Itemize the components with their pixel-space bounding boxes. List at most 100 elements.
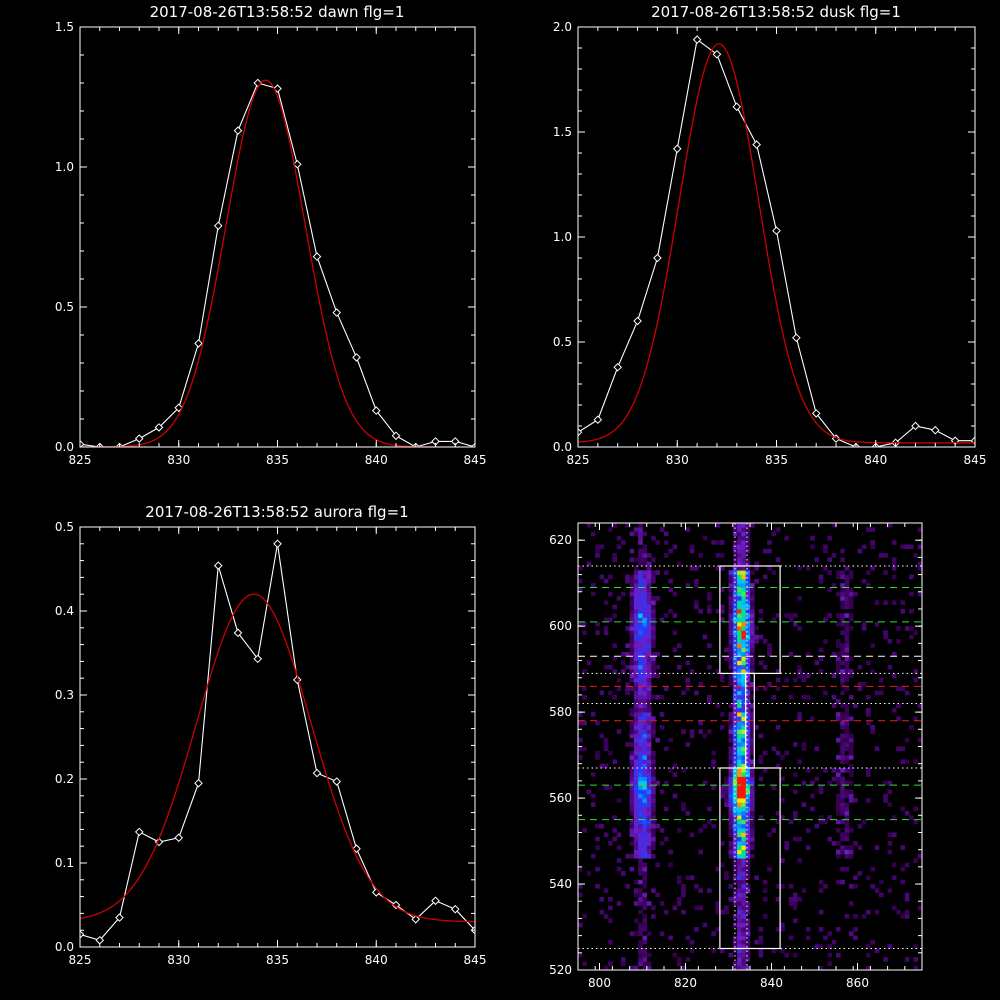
- heatmap-cell: [616, 686, 622, 691]
- heatmap-cell: [788, 935, 794, 941]
- heatmap-cell: [633, 527, 639, 532]
- heatmap-cell: [767, 866, 772, 872]
- heatmap-cell: [741, 776, 746, 782]
- heatmap-cell: [844, 828, 850, 833]
- heatmap-cell: [638, 660, 643, 666]
- heatmap-cell: [814, 823, 820, 829]
- heatmap-cell: [694, 927, 699, 932]
- heatmap-overlays: [578, 523, 922, 970]
- heatmap-cell: [741, 901, 746, 906]
- heatmap-cell: [732, 699, 738, 704]
- heatmap-cell: [762, 767, 768, 773]
- heatmap-cell: [668, 548, 673, 554]
- heatmap-cell: [754, 565, 759, 571]
- heatmap-cell: [685, 660, 691, 666]
- heatmap-cell: [840, 682, 845, 687]
- heatmap-cell: [638, 600, 643, 605]
- heatmap-cell: [728, 845, 734, 850]
- heatmap-cell: [578, 621, 583, 627]
- heatmap-cell: [737, 725, 742, 730]
- heatmap-cell: [651, 669, 656, 674]
- heatmap-cell: [844, 767, 850, 773]
- heatmap-cell: [737, 965, 742, 971]
- heatmap-cell: [741, 750, 746, 756]
- heatmap-cell: [823, 819, 828, 825]
- heatmap-cell: [603, 965, 609, 971]
- heatmap-cell: [595, 544, 600, 550]
- heatmap-cell: [741, 574, 746, 580]
- heatmap-cell: [728, 643, 734, 648]
- heatmap-cell: [788, 884, 794, 889]
- aurora-ytick-label: 0.1: [55, 856, 74, 870]
- heatmap-cell: [758, 935, 764, 941]
- heatmap-cell: [638, 694, 643, 700]
- dusk-data-point: [930, 425, 940, 435]
- heatmap-cell: [775, 557, 781, 562]
- heatmap-cell: [612, 553, 617, 558]
- heatmap-cell: [732, 531, 738, 537]
- heatmap-cell: [603, 785, 609, 790]
- heatmap-cell: [754, 875, 759, 881]
- heatmap-cell: [608, 750, 613, 756]
- heatmap-cell: [651, 630, 656, 636]
- heatmap-cell: [711, 785, 716, 790]
- heatmap-cell: [642, 832, 648, 838]
- heatmap-cell: [745, 600, 751, 605]
- heatmap-cell: [750, 608, 755, 614]
- heatmap-cell: [750, 639, 755, 644]
- heatmap-cell: [848, 772, 854, 777]
- heatmap-cell: [840, 600, 845, 605]
- heatmap-cell: [750, 643, 755, 648]
- heatmap-cell: [780, 815, 785, 820]
- heatmap-cell: [590, 853, 596, 859]
- heatmap-cell: [651, 785, 656, 790]
- heatmap-cell: [702, 634, 708, 640]
- aurora-data-point: [213, 561, 223, 570]
- heatmap-cell: [750, 587, 755, 593]
- heatmap-cell: [853, 591, 858, 597]
- heatmap-cell: [866, 720, 871, 726]
- dawn-ytick-label: 0.0: [55, 440, 74, 454]
- heatmap-cell: [762, 686, 768, 691]
- heatmap-cell: [831, 767, 837, 773]
- heatmap-cell: [741, 806, 746, 812]
- heatmap-cell: [638, 643, 643, 648]
- aurora-ytick-label: 0.3: [55, 688, 74, 702]
- heatmap-cell: [745, 639, 751, 644]
- heatmap-cell: [891, 832, 897, 838]
- heatmap-cell: [836, 643, 841, 648]
- heatmap-cell: [909, 544, 914, 550]
- heatmap-cell: [646, 703, 652, 709]
- heatmap-cell: [728, 634, 734, 640]
- heatmap-cell: [638, 750, 643, 756]
- heatmap-cell: [646, 746, 652, 752]
- heatmap-cell: [737, 677, 742, 683]
- heatmap-cell: [638, 682, 643, 687]
- heatmap-cell: [732, 613, 738, 618]
- heatmap-cell: [801, 677, 807, 683]
- heatmap-cell: [728, 767, 734, 773]
- heatmap-xtick-label: 820: [674, 976, 697, 990]
- heatmap-cell: [719, 604, 725, 610]
- heatmap-cell: [840, 557, 845, 562]
- heatmap-cell: [741, 815, 746, 820]
- heatmap-cell: [676, 896, 682, 902]
- heatmap-cell: [913, 759, 918, 764]
- heatmap-cell: [913, 716, 918, 722]
- heatmap-cell: [685, 527, 691, 532]
- heatmap-cell: [629, 742, 635, 747]
- heatmap-cell: [874, 845, 880, 850]
- heatmap-cell: [642, 901, 648, 906]
- heatmap-cell: [685, 742, 691, 747]
- heatmap-cell: [741, 596, 746, 601]
- heatmap-cell: [728, 828, 734, 833]
- heatmap-cell: [728, 737, 734, 743]
- heatmap-cell: [840, 604, 845, 610]
- heatmap-cell: [732, 596, 738, 601]
- heatmap-cell: [737, 647, 742, 653]
- heatmap-cell: [638, 948, 643, 954]
- heatmap-cell: [651, 793, 656, 799]
- heatmap-cell: [737, 553, 742, 558]
- heatmap-cell: [737, 608, 742, 614]
- heatmap-cell: [737, 565, 742, 571]
